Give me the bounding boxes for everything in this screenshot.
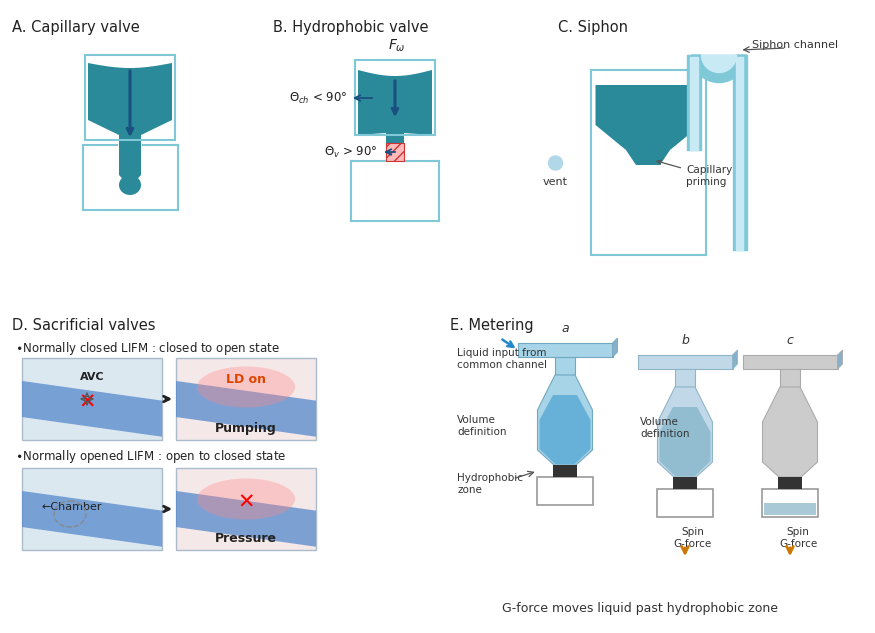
Polygon shape (555, 357, 575, 375)
Text: A. Capillary valve: A. Capillary valve (12, 20, 140, 35)
Text: Liquid input from
common channel: Liquid input from common channel (457, 348, 547, 370)
Text: $F_\omega$: $F_\omega$ (388, 37, 406, 54)
Text: c: c (787, 334, 794, 347)
Text: $\bullet$Normally opened LIFM : open to closed state: $\bullet$Normally opened LIFM : open to … (15, 448, 286, 465)
Ellipse shape (197, 367, 295, 408)
Text: Pressure: Pressure (215, 532, 277, 545)
Polygon shape (176, 381, 316, 437)
Text: Volume
definition: Volume definition (640, 417, 690, 439)
Text: $\bullet$Normally closed LIFM : closed to open state: $\bullet$Normally closed LIFM : closed t… (15, 340, 280, 357)
Ellipse shape (119, 175, 141, 195)
Text: Spin
G-force: Spin G-force (674, 527, 712, 549)
Ellipse shape (197, 479, 295, 520)
Bar (743, 355, 837, 369)
Text: Capillary
priming: Capillary priming (657, 160, 732, 187)
Bar (537, 477, 593, 505)
Text: G-force moves liquid past hydrophobic zone: G-force moves liquid past hydrophobic zo… (502, 602, 778, 615)
Polygon shape (660, 407, 710, 476)
Text: ✕: ✕ (237, 493, 255, 513)
Bar (638, 355, 732, 369)
Text: $\Theta_{ch}$ < 90°: $\Theta_{ch}$ < 90° (289, 91, 347, 106)
Bar (657, 489, 713, 517)
Bar (778, 477, 802, 489)
Polygon shape (596, 85, 701, 165)
Bar (22, 358, 162, 440)
Text: E. Metering: E. Metering (450, 318, 534, 333)
Bar (553, 465, 577, 477)
Text: ←Chamber: ←Chamber (42, 502, 102, 512)
Bar (386, 143, 404, 161)
Bar (517, 343, 612, 357)
Text: D. Sacrificial valves: D. Sacrificial valves (12, 318, 156, 333)
Polygon shape (22, 491, 162, 547)
Text: C. Siphon: C. Siphon (558, 20, 628, 35)
Bar (762, 489, 818, 517)
Circle shape (549, 156, 563, 170)
Polygon shape (176, 491, 316, 547)
Text: Volume
definition: Volume definition (457, 415, 507, 437)
Bar (176, 468, 316, 550)
Text: Spin
G-force: Spin G-force (779, 527, 817, 549)
Text: ✕: ✕ (78, 393, 95, 413)
Text: Pumping: Pumping (215, 422, 276, 435)
Polygon shape (22, 381, 162, 437)
Text: Siphon channel: Siphon channel (752, 40, 837, 50)
Polygon shape (612, 338, 618, 357)
Bar (764, 503, 816, 515)
Polygon shape (702, 55, 737, 73)
Text: B. Hydrophobic valve: B. Hydrophobic valve (273, 20, 429, 35)
Polygon shape (691, 55, 746, 82)
Bar (355, 60, 435, 135)
Bar (85, 55, 175, 140)
Polygon shape (358, 70, 432, 143)
Bar (591, 70, 705, 255)
Polygon shape (837, 350, 843, 369)
Polygon shape (732, 350, 738, 369)
Polygon shape (88, 63, 172, 187)
Text: AVC: AVC (80, 372, 104, 382)
Polygon shape (657, 387, 712, 477)
Text: $\Theta_v$ > 90°: $\Theta_v$ > 90° (325, 144, 378, 160)
Polygon shape (540, 395, 591, 464)
Bar (673, 477, 697, 489)
Bar (22, 468, 162, 550)
Text: Hydrophobic
zone: Hydrophobic zone (457, 473, 523, 494)
Text: vent: vent (543, 177, 568, 187)
Text: b: b (681, 334, 689, 347)
Polygon shape (675, 369, 695, 387)
Polygon shape (762, 387, 817, 477)
Polygon shape (780, 369, 800, 387)
Text: LD on: LD on (226, 373, 266, 386)
Text: a: a (561, 322, 569, 335)
Polygon shape (537, 375, 592, 465)
Bar (176, 358, 316, 440)
